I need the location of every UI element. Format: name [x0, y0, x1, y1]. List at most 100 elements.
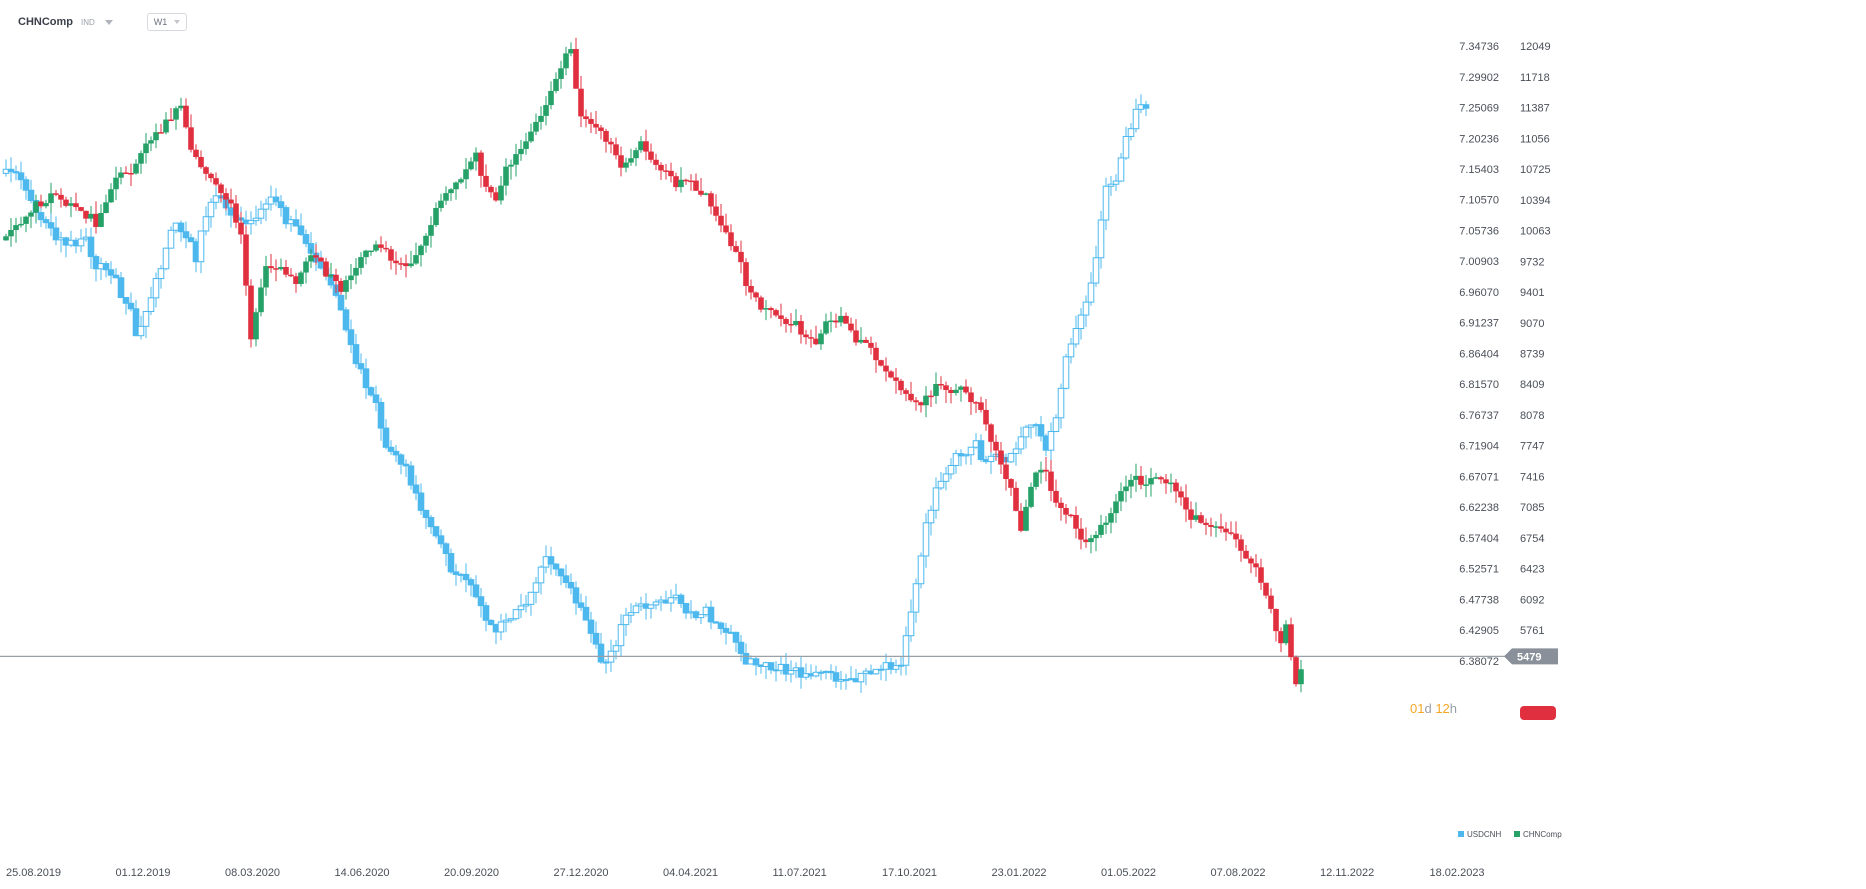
chncomp-candle — [283, 259, 289, 278]
price-axis-tick: 11718 — [1520, 72, 1550, 84]
chncomp-candle-body — [1073, 515, 1079, 529]
usdcnh-candle — [597, 633, 605, 664]
chncomp-candle — [1113, 493, 1119, 523]
chncomp-candle-body — [1033, 472, 1039, 487]
chncomp-candle — [1003, 456, 1009, 491]
usdcnh-candle-body — [732, 631, 740, 643]
chncomp-candle — [273, 259, 279, 282]
chncomp-candle-body — [73, 203, 79, 208]
chncomp-candle-body — [1123, 486, 1129, 492]
chncomp-candle-body — [1273, 608, 1279, 632]
usdcnh-candle — [382, 419, 390, 450]
usdcnh-candle — [752, 656, 760, 676]
chncomp-candle — [1058, 497, 1064, 521]
chncomp-candle-body — [413, 255, 419, 264]
chncomp-candle — [753, 291, 759, 302]
symbol-dropdown-chevron-icon[interactable] — [104, 19, 113, 25]
chncomp-candle-body — [928, 395, 934, 398]
chncomp-candle-body — [1063, 508, 1069, 515]
chncomp-candle-body — [143, 143, 149, 154]
chncomp-candle — [873, 342, 879, 373]
usdcnh-candle — [357, 353, 365, 374]
chncomp-candle — [1163, 474, 1169, 494]
chncomp-candle-body — [1173, 482, 1179, 492]
usdcnh-candle — [167, 226, 175, 249]
chncomp-candle-body — [423, 235, 429, 246]
compare-axis-tick: 7.15403 — [1459, 164, 1499, 176]
compare-axis-tick: 6.47738 — [1459, 594, 1499, 606]
usdcnh-candle — [812, 665, 820, 678]
chncomp-candle — [423, 233, 429, 253]
chncomp-candle-body — [1118, 491, 1124, 502]
chncomp-candle — [808, 329, 814, 348]
usdcnh-candle-body — [127, 302, 135, 310]
chncomp-candle — [458, 177, 464, 185]
chncomp-candle-body — [388, 249, 394, 261]
chncomp-candle — [1223, 522, 1229, 541]
timeframe-label: W1 — [153, 17, 168, 27]
chncomp-candle-body — [658, 164, 664, 171]
usdcnh-candle — [1122, 126, 1130, 160]
usdcnh-candle — [507, 618, 515, 624]
usdcnh-candle — [1017, 426, 1025, 455]
price-axis-tick: 5761 — [1520, 625, 1544, 637]
chncomp-candle-body — [653, 159, 659, 165]
usdcnh-candle — [1087, 272, 1095, 306]
chncomp-candle — [1238, 534, 1244, 562]
chncomp-candle-body — [808, 337, 814, 339]
time-axis-tick: 23.01.2022 — [992, 867, 1047, 879]
chncomp-candle-body — [1168, 482, 1174, 485]
chncomp-candle — [983, 398, 989, 431]
chncomp-candle — [1118, 482, 1124, 511]
chncomp-candle-body — [633, 150, 639, 159]
chncomp-candle — [528, 123, 534, 144]
chncomp-candle — [3, 233, 9, 241]
time-axis-tick: 08.03.2020 — [225, 867, 280, 879]
chncomp-candle-body — [983, 409, 989, 425]
chncomp-candle — [1043, 456, 1049, 482]
usdcnh-candle-body — [1077, 314, 1085, 330]
compare-axis-tick: 6.91237 — [1459, 318, 1499, 330]
chncomp-candle-body — [448, 189, 454, 194]
price-axis-tick: 8739 — [1520, 349, 1544, 361]
timeframe-selector[interactable]: W1 — [146, 13, 188, 31]
price-axis-tick: 10394 — [1520, 195, 1551, 207]
chncomp-candle-body — [818, 333, 824, 345]
chncomp-candle — [48, 182, 54, 214]
timeframe-chevron-down-icon — [174, 20, 181, 24]
chncomp-candle-body — [1133, 475, 1139, 480]
chncomp-candle — [388, 246, 394, 270]
usdcnh-candle — [402, 459, 410, 477]
chncomp-candle — [548, 81, 554, 110]
chncomp-candle-body — [263, 266, 269, 288]
usdcnh-candle-body — [1102, 185, 1110, 221]
usdcnh-candle — [432, 525, 440, 539]
usdcnh-candle-body — [392, 450, 400, 456]
chncomp-candle-body — [668, 170, 674, 177]
chncomp-candle-body — [1268, 595, 1274, 609]
usdcnh-candle — [502, 613, 510, 633]
chncomp-candle-body — [778, 315, 784, 319]
chncomp-candle-body — [1203, 522, 1209, 525]
usdcnh-candle — [187, 233, 195, 243]
chncomp-candle-body — [613, 144, 619, 156]
chncomp-candle-body — [1188, 509, 1194, 520]
chncomp-candle-body — [838, 315, 844, 323]
chncomp-candle — [1273, 608, 1279, 642]
usdcnh-candle — [247, 211, 255, 235]
chncomp-candle — [343, 275, 349, 300]
chncomp-candle — [513, 143, 519, 177]
chncomp-candle — [1178, 486, 1184, 506]
usdcnh-candle-body — [507, 618, 515, 621]
chncomp-candle-body — [308, 255, 314, 262]
chncomp-candle-body — [173, 108, 179, 120]
chncomp-candle — [653, 153, 659, 171]
chncomp-candle — [93, 201, 99, 234]
chncomp-candle — [838, 306, 844, 327]
usdcnh-candle-body — [367, 387, 375, 396]
chncomp-candle — [878, 359, 884, 367]
instrument-symbol[interactable]: CHNComp — [18, 16, 73, 28]
usdcnh-candle-body — [7, 168, 15, 173]
chncomp-candle — [1213, 521, 1219, 538]
